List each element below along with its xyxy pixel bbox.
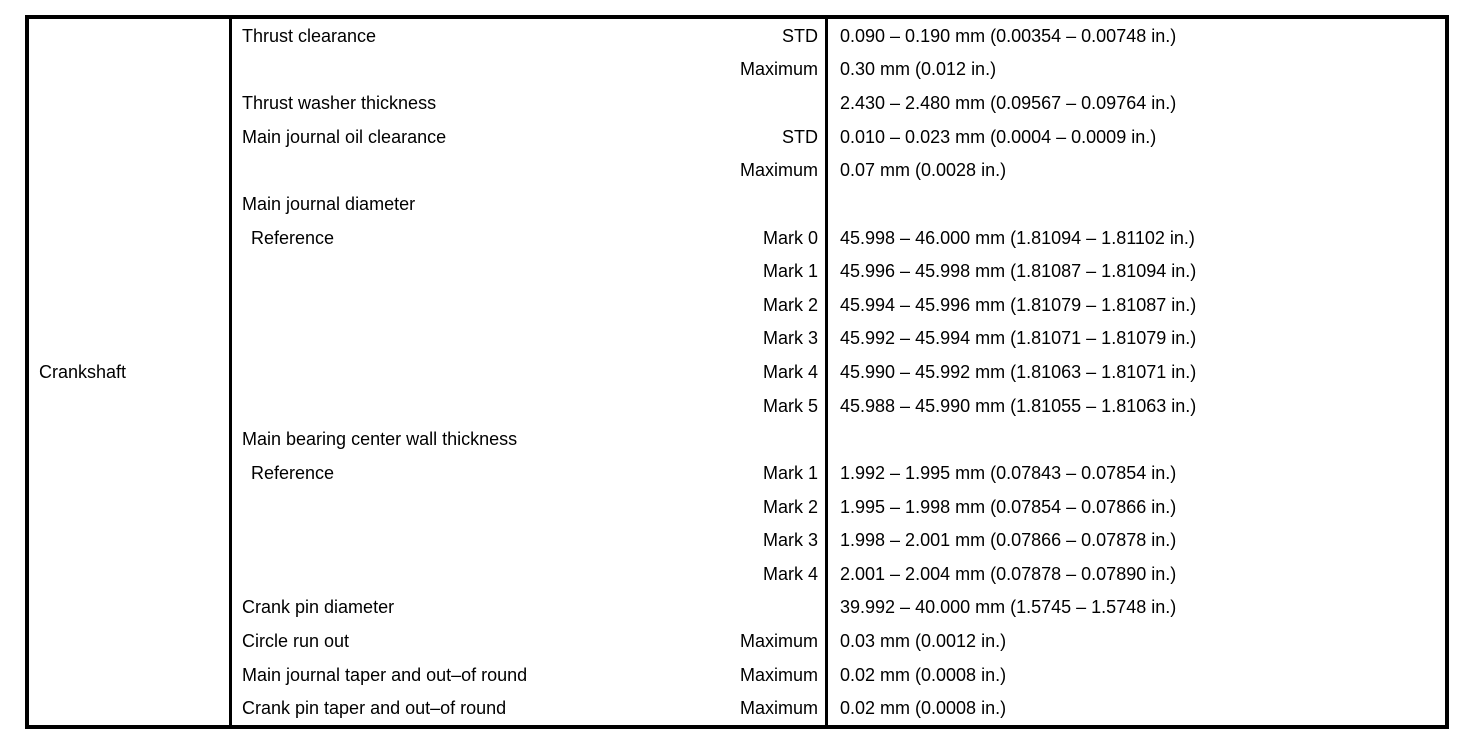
spec-value-row: 0.010 – 0.023 mm (0.0004 – 0.0009 in.) [828, 120, 1445, 154]
spec-row: Mark 1 [232, 254, 825, 288]
spec-value: 0.02 mm (0.0008 in.) [840, 664, 1007, 685]
spec-item: Crank pin taper and out–of round [242, 698, 507, 719]
spec-row: Maximum [232, 154, 825, 188]
spec-item: Circle run out [242, 631, 350, 652]
spec-row: Thrust washer thickness [232, 86, 825, 120]
spec-value: 45.992 – 45.994 mm (1.81071 – 1.81079 in… [840, 328, 1197, 349]
spec-qualifier: Maximum [739, 59, 818, 80]
spec-row: Main journal diameter [232, 187, 825, 221]
spec-qualifier: Mark 0 [762, 227, 818, 248]
spec-value-row: 0.07 mm (0.0028 in.) [828, 154, 1445, 188]
spec-qualifier: STD [782, 126, 818, 147]
spec-value: 2.430 – 2.480 mm (0.09567 – 0.09764 in.) [840, 93, 1177, 114]
spec-value: 45.994 – 45.996 mm (1.81079 – 1.81087 in… [840, 294, 1197, 315]
crankshaft-spec-table: Crankshaft Thrust clearance STD Maximum T… [25, 15, 1449, 729]
spec-value-row: 45.992 – 45.994 mm (1.81071 – 1.81079 in… [828, 322, 1445, 356]
spec-row: Mark 4 [232, 355, 825, 389]
spec-value-row: 1.995 – 1.998 mm (0.07854 – 0.07866 in.) [828, 490, 1445, 524]
spec-row: Mark 3 [232, 523, 825, 557]
spec-value-row: 0.02 mm (0.0008 in.) [828, 658, 1445, 692]
spec-value-row: 1.992 – 1.995 mm (0.07843 – 0.07854 in.) [828, 456, 1445, 490]
category-label: Crankshaft [39, 361, 127, 382]
spec-value-row: 2.430 – 2.480 mm (0.09567 – 0.09764 in.) [828, 86, 1445, 120]
spec-row: Mark 5 [232, 389, 825, 423]
spec-value-row: 0.03 mm (0.0012 in.) [828, 624, 1445, 658]
spec-item: Reference [251, 462, 335, 483]
item-column: Thrust clearance STD Maximum Thrust washe… [232, 19, 828, 725]
spec-value-row: 0.30 mm (0.012 in.) [828, 53, 1445, 87]
spec-value: 0.07 mm (0.0028 in.) [840, 160, 1007, 181]
spec-row: Mark 4 [232, 557, 825, 591]
spec-value-row: 1.998 – 2.001 mm (0.07866 – 0.07878 in.) [828, 523, 1445, 557]
spec-qualifier: Mark 1 [762, 261, 818, 282]
spec-item: Main journal diameter [242, 193, 416, 214]
spec-value-row [828, 423, 1445, 457]
spec-value: 39.992 – 40.000 mm (1.5745 – 1.5748 in.) [840, 597, 1177, 618]
spec-value: 1.992 – 1.995 mm (0.07843 – 0.07854 in.) [840, 462, 1177, 483]
spec-value-row: 2.001 – 2.004 mm (0.07878 – 0.07890 in.) [828, 557, 1445, 591]
spec-item: Crank pin diameter [242, 597, 395, 618]
spec-row: Thrust clearance STD [232, 19, 825, 53]
spec-item: Reference [251, 227, 335, 248]
spec-value: 45.998 – 46.000 mm (1.81094 – 1.81102 in… [840, 227, 1195, 248]
spec-value-row: 45.998 – 46.000 mm (1.81094 – 1.81102 in… [828, 221, 1445, 255]
spec-row: Reference Mark 0 [232, 221, 825, 255]
spec-row: Crank pin taper and out–of round Maximum [232, 692, 825, 726]
spec-row: Circle run out Maximum [232, 624, 825, 658]
spec-qualifier: Mark 3 [762, 328, 818, 349]
spec-qualifier: Mark 5 [762, 395, 818, 416]
spec-value: 0.010 – 0.023 mm (0.0004 – 0.0009 in.) [840, 126, 1157, 147]
spec-qualifier: Mark 4 [762, 362, 818, 383]
spec-qualifier: Maximum [739, 160, 818, 181]
spec-qualifier: Maximum [739, 698, 818, 719]
spec-value-row: 45.994 – 45.996 mm (1.81079 – 1.81087 in… [828, 288, 1445, 322]
spec-item: Main bearing center wall thickness [242, 429, 518, 450]
spec-row: Mark 2 [232, 288, 825, 322]
spec-qualifier: Maximum [739, 664, 818, 685]
spec-value: 0.090 – 0.190 mm (0.00354 – 0.00748 in.) [840, 25, 1177, 46]
spec-qualifier: Mark 2 [762, 294, 818, 315]
spec-row: Main bearing center wall thickness [232, 423, 825, 457]
spec-value: 2.001 – 2.004 mm (0.07878 – 0.07890 in.) [840, 563, 1177, 584]
spec-value: 1.998 – 2.001 mm (0.07866 – 0.07878 in.) [840, 530, 1177, 551]
spec-value-row [828, 187, 1445, 221]
spec-row: Maximum [232, 53, 825, 87]
spec-item: Main journal taper and out–of round [242, 664, 528, 685]
spec-value-row: 0.090 – 0.190 mm (0.00354 – 0.00748 in.) [828, 19, 1445, 53]
spec-row: Reference Mark 1 [232, 456, 825, 490]
category-column: Crankshaft [29, 19, 232, 725]
spec-qualifier: Maximum [739, 631, 818, 652]
value-column: 0.090 – 0.190 mm (0.00354 – 0.00748 in.)… [828, 19, 1445, 725]
spec-value-row: 45.988 – 45.990 mm (1.81055 – 1.81063 in… [828, 389, 1445, 423]
spec-value: 45.990 – 45.992 mm (1.81063 – 1.81071 in… [840, 362, 1197, 383]
spec-row: Mark 3 [232, 322, 825, 356]
spec-value: 0.02 mm (0.0008 in.) [840, 698, 1007, 719]
spec-value-row: 0.02 mm (0.0008 in.) [828, 692, 1445, 726]
spec-qualifier: STD [782, 25, 818, 46]
spec-qualifier: Mark 4 [762, 563, 818, 584]
spec-value-row: 45.996 – 45.998 mm (1.81087 – 1.81094 in… [828, 254, 1445, 288]
spec-qualifier: Mark 2 [762, 496, 818, 517]
spec-qualifier: Mark 3 [762, 530, 818, 551]
spec-value-row: 39.992 – 40.000 mm (1.5745 – 1.5748 in.) [828, 591, 1445, 625]
spec-value: 45.988 – 45.990 mm (1.81055 – 1.81063 in… [840, 395, 1197, 416]
spec-value-row: 45.990 – 45.992 mm (1.81063 – 1.81071 in… [828, 355, 1445, 389]
spec-row: Crank pin diameter [232, 591, 825, 625]
spec-value: 0.03 mm (0.0012 in.) [840, 631, 1007, 652]
spec-row: Main journal taper and out–of round Maxim… [232, 658, 825, 692]
spec-value: 45.996 – 45.998 mm (1.81087 – 1.81094 in… [840, 261, 1197, 282]
spec-row: Mark 2 [232, 490, 825, 524]
spec-qualifier: Mark 1 [762, 462, 818, 483]
spec-row: Main journal oil clearance STD [232, 120, 825, 154]
spec-item: Main journal oil clearance [242, 126, 447, 147]
spec-item: Thrust washer thickness [242, 93, 437, 114]
spec-value: 0.30 mm (0.012 in.) [840, 59, 997, 80]
spec-item: Thrust clearance [242, 25, 377, 46]
spec-value: 1.995 – 1.998 mm (0.07854 – 0.07866 in.) [840, 496, 1177, 517]
